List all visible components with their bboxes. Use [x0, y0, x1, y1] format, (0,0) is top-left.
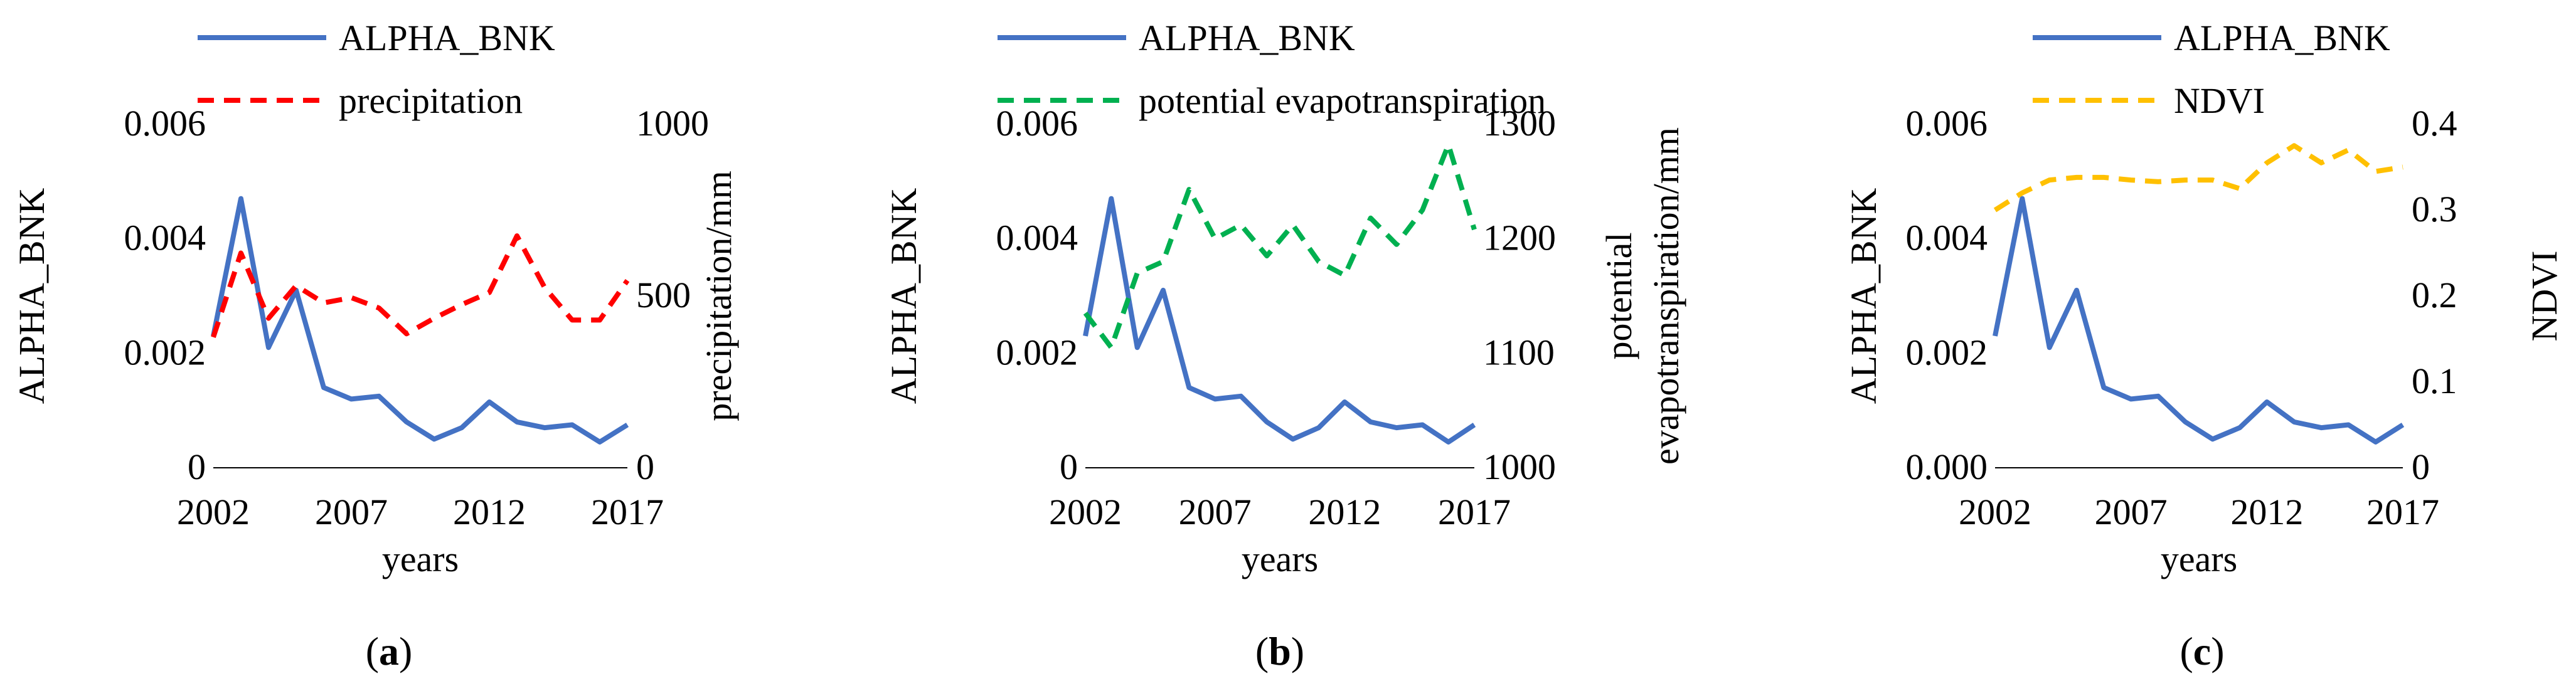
y-tick-label: 0.004	[124, 218, 206, 258]
panel-a: 0 0.002 0.004 0.006 0 500 1000 2002 2007 2012 2017…	[11, 18, 739, 673]
legend-label: ALPHA_BNK	[339, 18, 555, 58]
caption-letter: a	[379, 629, 399, 673]
legend-label: ALPHA_BNK	[2174, 18, 2390, 58]
caption-close-paren: )	[2211, 629, 2224, 673]
y2-tick-label: 0.1	[2412, 361, 2457, 401]
y2-tick-label: 0.3	[2412, 189, 2457, 229]
x-tick-label: 2007	[2095, 492, 2168, 532]
x-tick-label: 2007	[315, 492, 388, 532]
y2-tick-label: 1200	[1483, 218, 1556, 258]
caption-open-paren: (	[2179, 629, 2193, 673]
panel-caption: (a)	[366, 629, 413, 673]
y-tick-label: 0.002	[996, 332, 1078, 372]
x-axis-title: years	[1242, 539, 1318, 579]
panel-caption: (c)	[2179, 629, 2224, 673]
series-line-alpha-bnk	[1083, 196, 1476, 445]
x-axis-title: years	[2161, 539, 2237, 579]
y2-tick-label: 500	[636, 275, 691, 315]
y-tick-label: 0.002	[124, 332, 206, 372]
y2-axis-title: precipitation/mm	[698, 171, 739, 421]
caption-letter: c	[2193, 629, 2211, 673]
y-tick-label: 0.004	[1906, 218, 1988, 258]
y2-tick-label: 1000	[636, 103, 709, 144]
y2-tick-label: 0.2	[2412, 275, 2457, 315]
y2-axis-title: NDVI	[2524, 251, 2565, 342]
series-line-secondary	[211, 233, 630, 339]
y-tick-label: 0.002	[1906, 332, 1988, 372]
y-axis-title: ALPHA_BNK	[883, 187, 924, 404]
x-tick-label: 2002	[1959, 492, 2031, 532]
y2-axis-title: potential	[1599, 233, 1639, 360]
x-tick-label: 2007	[1179, 492, 1252, 532]
series-line-alpha-bnk	[211, 196, 629, 445]
y-tick-label: 0.006	[124, 103, 206, 144]
series-line-secondary	[1083, 142, 1477, 351]
y-tick-label: 0.000	[1906, 446, 1988, 487]
x-tick-label: 2002	[1049, 492, 1122, 532]
y2-tick-label: 1100	[1483, 332, 1555, 372]
caption-close-paren: )	[399, 629, 412, 673]
panel-c: 0.000 0.002 0.004 0.006 0 0.1 0.2 0.3 0.4 2002 200…	[1843, 18, 2565, 673]
y-axis-title: ALPHA_BNK	[11, 187, 52, 404]
x-tick-label: 2017	[1438, 492, 1511, 532]
caption-letter: b	[1269, 629, 1291, 673]
series-line-secondary	[1993, 143, 2403, 213]
x-tick-label: 2012	[453, 492, 526, 532]
y2-tick-label: 0	[2412, 446, 2430, 487]
caption-open-paren: (	[366, 629, 379, 673]
x-tick-label: 2017	[2366, 492, 2439, 532]
x-tick-label: 2012	[1308, 492, 1381, 532]
y2-tick-label: 0.4	[2412, 103, 2457, 144]
x-tick-label: 2002	[177, 492, 250, 532]
panel-caption: (b)	[1255, 629, 1304, 673]
x-tick-label: 2012	[2230, 492, 2303, 532]
y2-tick-label: 1300	[1483, 103, 1556, 144]
x-axis-title: years	[382, 539, 459, 579]
y2-axis-title: evapotranspiration/mm	[1646, 127, 1686, 465]
panel-b: 0 0.002 0.004 0.006 1000 1100 1200 1300 2002 2007…	[883, 18, 1686, 673]
y2-tick-label: 0	[636, 446, 654, 487]
y-tick-label: 0	[188, 446, 206, 487]
x-tick-label: 2017	[591, 492, 664, 532]
caption-close-paren: )	[1291, 629, 1304, 673]
legend-label: potential evapotranspiration	[1139, 80, 1546, 121]
y2-tick-label: 1000	[1483, 446, 1556, 487]
y-tick-label: 0	[1060, 446, 1078, 487]
caption-open-paren: (	[1255, 629, 1269, 673]
series-line-alpha-bnk	[1993, 196, 2405, 445]
legend-label: NDVI	[2174, 80, 2265, 121]
y-tick-label: 0.006	[1906, 103, 1988, 144]
legend-label: precipitation	[339, 80, 523, 121]
legend-label: ALPHA_BNK	[1139, 18, 1355, 58]
y-axis-title: ALPHA_BNK	[1843, 187, 1884, 404]
y-tick-label: 0.004	[996, 218, 1078, 258]
y-tick-label: 0.006	[996, 103, 1078, 144]
